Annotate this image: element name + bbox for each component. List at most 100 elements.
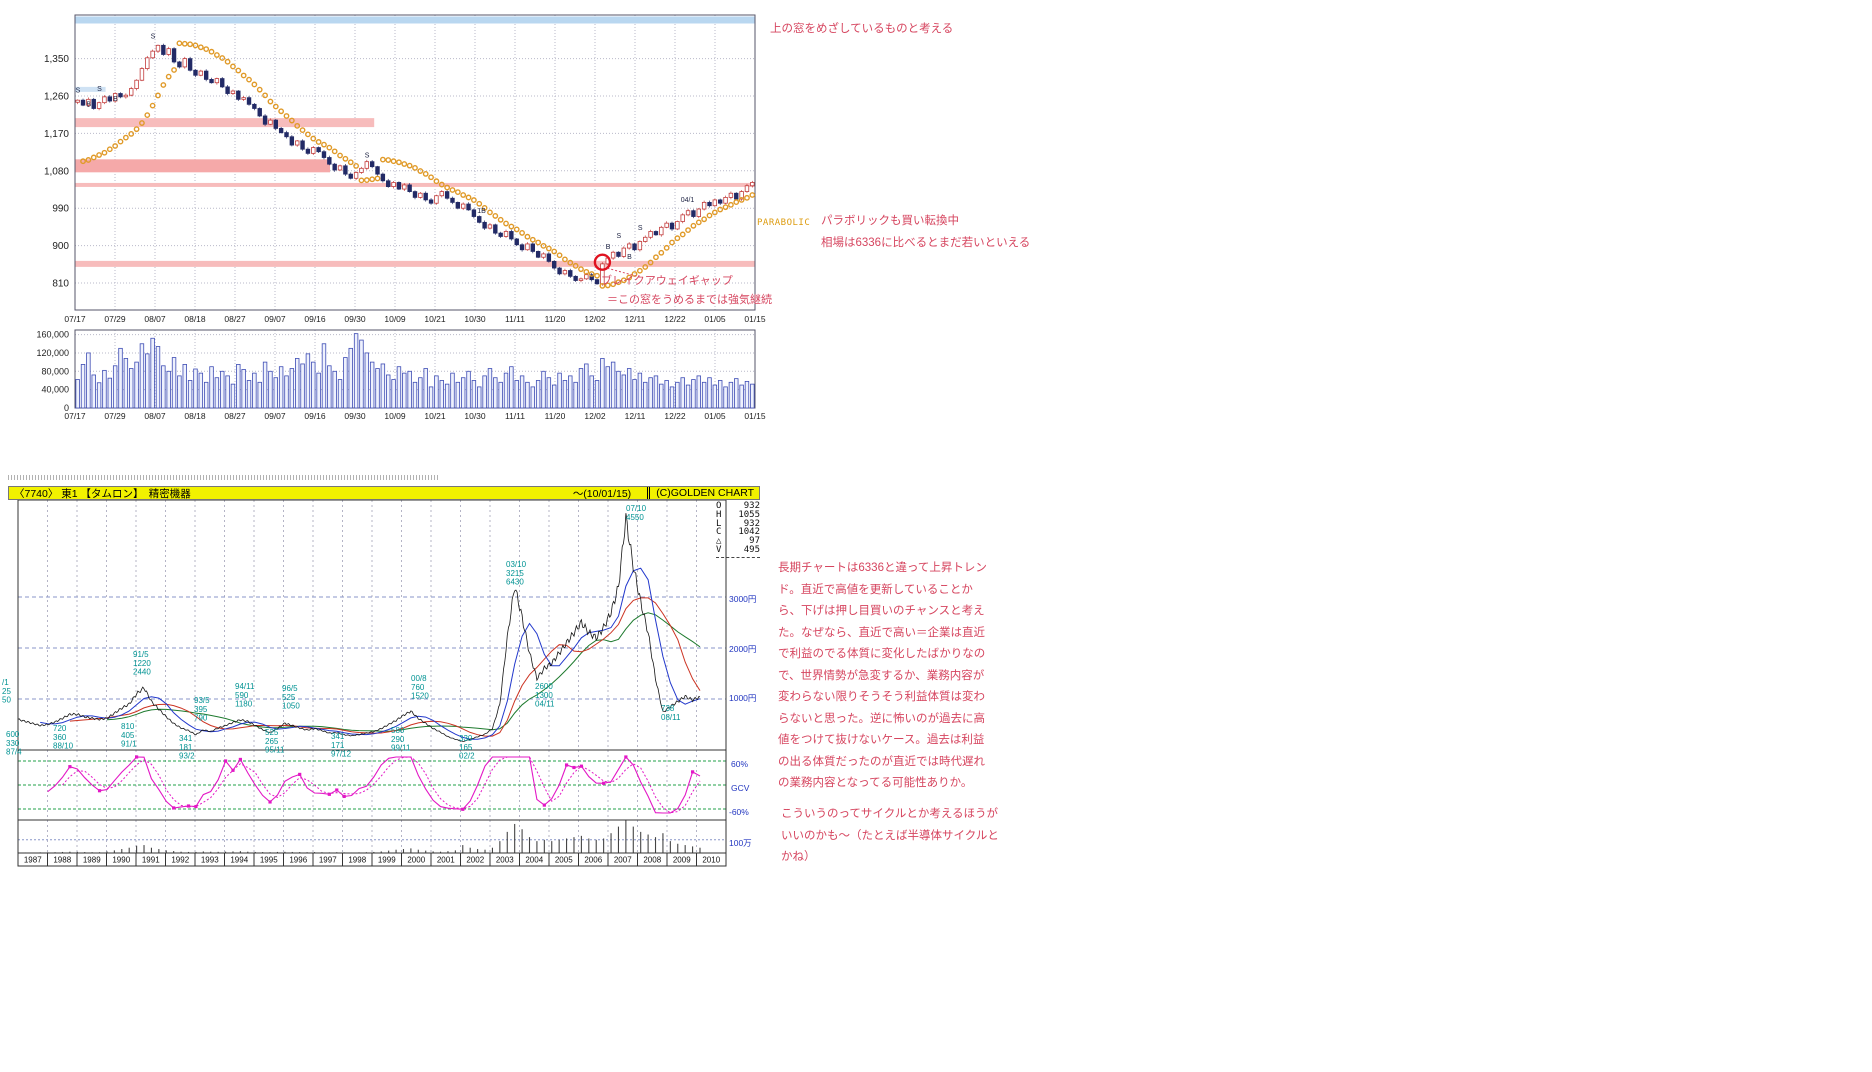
breakaway-gap-circle — [593, 253, 612, 271]
long-term-chart-header: 〈7740〉 東1 【タムロン】 精密機器 ～(10/01/15) (C)GOL… — [8, 486, 760, 500]
svg-text:80,000: 80,000 — [41, 366, 69, 376]
price-annotation: 94/11 590 1180 — [235, 682, 255, 709]
quote-change: △ 97 — [716, 536, 760, 547]
svg-text:S: S — [97, 86, 102, 93]
svg-text:08/18: 08/18 — [184, 314, 206, 324]
svg-text:1995: 1995 — [260, 856, 278, 865]
svg-text:1987: 1987 — [24, 856, 42, 865]
quote-low: L 932 — [716, 518, 760, 529]
price-annotation: 810 405 91/1 — [121, 722, 137, 749]
price-annotation: 07/10 4550 — [626, 504, 647, 522]
grid — [74, 15, 756, 408]
svg-text:12/11: 12/11 — [625, 411, 646, 421]
svg-text:01/15: 01/15 — [744, 314, 766, 324]
svg-text:1992: 1992 — [171, 856, 189, 865]
ma-fast-line — [40, 567, 701, 740]
price-annotation: 2600 1300 04/11 — [535, 682, 555, 709]
note-gap-bullish: ＝この窓をうめるまでは強気継続 — [607, 294, 772, 306]
chart-title: 〈7740〉 東1 【タムロン】 精密機器 — [14, 487, 191, 500]
svg-text:12/02: 12/02 — [584, 314, 606, 324]
year-axis: 1987 1988 1989 1990 1991 1992 1993 1994 1995 1996… — [24, 853, 721, 866]
svg-text:B: B — [113, 96, 118, 103]
oscillator-markers — [68, 755, 695, 811]
svg-text:-60%: -60% — [729, 807, 749, 817]
gap-pointer-line — [607, 267, 641, 278]
svg-text:S: S — [151, 34, 156, 41]
long-term-chart: 1987 1988 1989 1990 1991 1992 1993 1994 1995 1996… — [2, 500, 756, 867]
svg-text:12/11: 12/11 — [625, 314, 646, 324]
svg-text:07/17: 07/17 — [64, 411, 86, 421]
svg-text:S: S — [76, 88, 81, 95]
svg-text:2008: 2008 — [643, 856, 661, 865]
price-annotation: 738 08/11 — [661, 704, 681, 722]
svg-text:10/21: 10/21 — [424, 411, 446, 421]
note-parabolic-2: 相場は6336に比べるとまだ若いといえる — [821, 237, 1031, 249]
volume-axis-labels: 160,000 120,000 80,000 40,000 0 — [36, 330, 69, 413]
svg-text:2006: 2006 — [584, 856, 602, 865]
svg-text:01/05: 01/05 — [704, 411, 726, 421]
oscillator-line — [47, 756, 701, 814]
svg-text:0: 0 — [64, 403, 69, 413]
svg-text:1,350: 1,350 — [44, 54, 69, 65]
svg-text:2001: 2001 — [437, 856, 455, 865]
price-annotation: 600 330 87/4 — [6, 730, 22, 757]
chart-credit: (C)GOLDEN CHART — [647, 487, 754, 499]
svg-text:1000円: 1000円 — [729, 693, 756, 703]
svg-text:08/27: 08/27 — [224, 314, 246, 324]
candles — [75, 43, 755, 286]
note-parabolic-1: パラボリックも買い転換中 — [821, 215, 959, 227]
svg-text:2005: 2005 — [555, 856, 573, 865]
svg-text:09/16: 09/16 — [304, 314, 326, 324]
svg-text:1991: 1991 — [142, 856, 160, 865]
daily-candlestick-chart: 1,350 1,260 1,170 1,080 990 900 810 160,000 120,… — [36, 14, 766, 421]
svg-text:60%: 60% — [731, 759, 748, 769]
svg-text:2007: 2007 — [614, 856, 632, 865]
svg-text:10/30: 10/30 — [464, 411, 486, 421]
svg-text:B: B — [86, 101, 91, 108]
price-line — [17, 513, 701, 742]
svg-text:B: B — [627, 254, 632, 261]
svg-text:08/07: 08/07 — [144, 314, 166, 324]
svg-text:08/27: 08/27 — [224, 411, 246, 421]
svg-text:2003: 2003 — [496, 856, 514, 865]
svg-text:1990: 1990 — [112, 856, 130, 865]
svg-text:900: 900 — [52, 241, 69, 252]
quote-high: H 1055 — [716, 509, 760, 520]
svg-text:09/16: 09/16 — [304, 411, 326, 421]
svg-text:11/20: 11/20 — [545, 314, 566, 324]
parabolic-sar-dots — [80, 40, 756, 289]
svg-text:10/30: 10/30 — [464, 314, 486, 324]
price-axis-labels: 1,350 1,260 1,170 1,080 990 900 810 — [44, 54, 69, 289]
svg-text:S: S — [638, 225, 643, 232]
svg-text:1,260: 1,260 — [44, 92, 69, 103]
svg-text:2002: 2002 — [466, 856, 484, 865]
svg-text:10/21: 10/21 — [424, 314, 446, 324]
svg-text:01/05: 01/05 — [704, 314, 726, 324]
svg-text:1997: 1997 — [319, 856, 337, 865]
ma-mid-line — [69, 597, 701, 737]
price-annotation: 93/5 395 790 — [194, 696, 210, 723]
gap-bands — [75, 16, 755, 267]
svg-text:1994: 1994 — [230, 856, 248, 865]
scale-labels: 3000円 2000円 1000円 60% GCV -60% 100万 — [729, 594, 756, 848]
svg-text:2004: 2004 — [525, 856, 543, 865]
svg-text:S: S — [365, 153, 370, 160]
svg-text:1,080: 1,080 — [44, 166, 69, 177]
ma-slow-line — [106, 612, 701, 732]
price-annotation: 330 165 02/2 — [459, 734, 475, 761]
price-annotation: 720 360 88/10 — [53, 724, 74, 751]
volume-bars — [75, 333, 755, 409]
svg-text:08/18: 08/18 — [184, 411, 206, 421]
svg-text:1,170: 1,170 — [44, 129, 69, 140]
svg-text:S: S — [616, 233, 621, 240]
svg-text:1998: 1998 — [348, 856, 366, 865]
oscillator-signal-line — [62, 756, 701, 814]
svg-text:1988: 1988 — [53, 856, 71, 865]
ohlc-quote-box: O 932 H 1055 L 932 C 1042 △ 97 V 495 — [716, 502, 760, 558]
pane-border — [74, 14, 756, 311]
commentary-paragraph-1: 長期チャートは6336と違って上昇トレンド。直近で高値を更新していることから、下… — [778, 562, 987, 789]
svg-text:GCV: GCV — [731, 783, 750, 793]
svg-text:07/29: 07/29 — [104, 411, 126, 421]
svg-text:810: 810 — [52, 278, 69, 289]
